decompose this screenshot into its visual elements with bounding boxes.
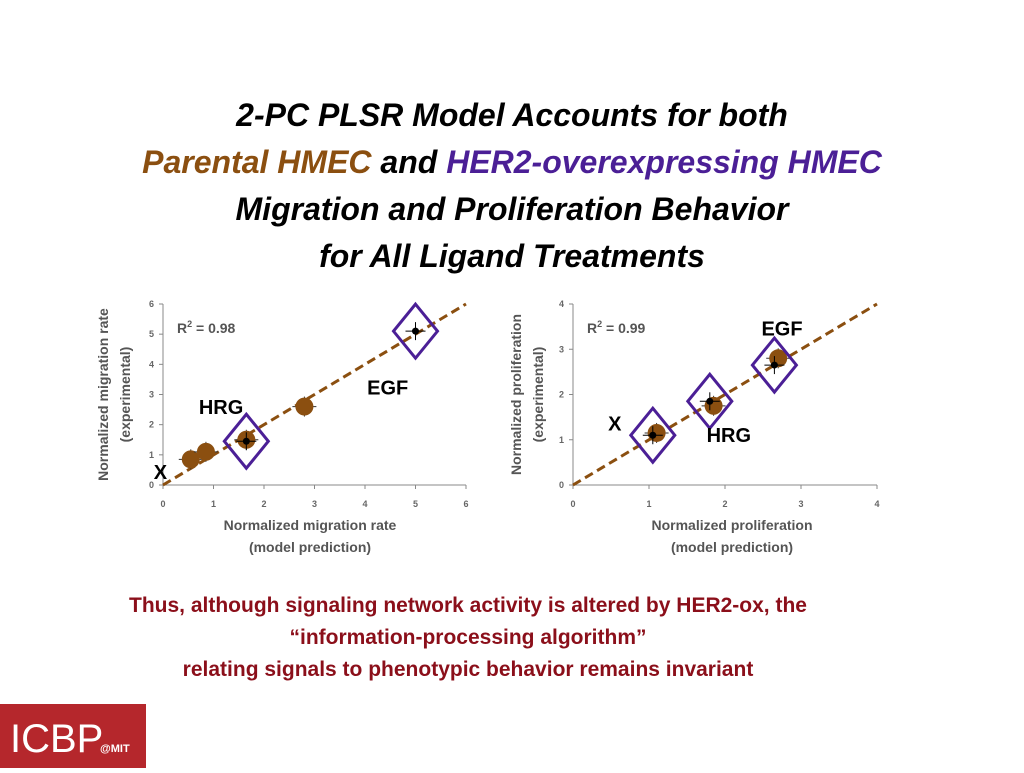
ligand-label: X xyxy=(608,414,622,436)
x-tick-label: 6 xyxy=(463,499,468,509)
logo-suffix-text: @MIT xyxy=(100,743,130,755)
conclusion-line-2: “information-processing algorithm” xyxy=(289,626,647,649)
y-tick-label: 4 xyxy=(149,359,154,369)
her2-data-point xyxy=(391,301,440,361)
her2-data-point xyxy=(750,335,799,395)
y-tick-label: 3 xyxy=(559,344,564,354)
her2-data-point xyxy=(628,405,677,465)
conclusion-line-1: Thus, although signaling network activit… xyxy=(129,594,807,617)
her2-data-point-dot xyxy=(412,327,419,335)
her2-data-point xyxy=(222,411,271,471)
r-squared-annotation: R2 = 0.98 xyxy=(177,319,236,336)
migration-chart: 0 1 2 3 4 5 6 0 1 2 3 4 5 6 Normalized migration rate (… xyxy=(95,299,469,555)
y-axis-title: Normalized migration rate xyxy=(95,308,111,481)
parental-data-point xyxy=(196,442,215,461)
x-tick-label: 3 xyxy=(312,499,317,509)
x-tick-label: 1 xyxy=(211,499,216,509)
y-tick-label: 1 xyxy=(559,435,564,445)
y-tick-label: 2 xyxy=(149,420,154,430)
title-parental-hmec: Parental HMEC xyxy=(142,144,372,180)
slide-title: 2-PC PLSR Model Accounts for both Parent… xyxy=(0,92,1024,280)
y-tick-label: 6 xyxy=(149,299,154,309)
ligand-label: X xyxy=(154,462,168,484)
y-tick-label: 3 xyxy=(149,390,154,400)
r-squared-annotation: R2 = 0.99 xyxy=(587,319,646,336)
title-her2-hmec: HER2-overexpressing HMEC xyxy=(446,144,882,180)
logo-main-text: ICBP xyxy=(10,717,103,761)
x-tick-label: 2 xyxy=(261,499,266,509)
x-tick-label: 4 xyxy=(874,499,879,509)
parental-data-point xyxy=(181,450,200,469)
ligand-label: HRG xyxy=(707,425,751,447)
her2-data-point-dot xyxy=(242,437,250,445)
title-line-4: for All Ligand Treatments xyxy=(319,238,705,274)
x-tick-label: 0 xyxy=(570,499,575,509)
x-axis-subtitle: (model prediction) xyxy=(249,539,371,555)
x-tick-label: 2 xyxy=(722,499,727,509)
x-axis-title: Normalized proliferation xyxy=(651,517,812,533)
title-line-2: Parental HMEC and HER2-overexpressing HM… xyxy=(0,139,1024,186)
y-tick-label: 0 xyxy=(149,480,154,490)
proliferation-chart: 0 1 2 3 4 0 1 2 3 4 Normalized proliferation (model… xyxy=(508,299,880,555)
y-axis-subtitle: (experimental) xyxy=(530,347,546,443)
x-tick-label: 0 xyxy=(160,499,165,509)
y-tick-label: 2 xyxy=(559,390,564,400)
title-line-3: Migration and Proliferation Behavior xyxy=(235,191,789,227)
x-tick-label: 4 xyxy=(362,499,367,509)
parental-data-point xyxy=(295,397,314,416)
her2-data-point xyxy=(685,371,734,431)
title-line-1: 2-PC PLSR Model Accounts for both xyxy=(236,97,788,133)
icbp-logo: ICBP @MIT xyxy=(0,704,146,768)
her2-data-point-dot xyxy=(649,431,657,439)
ligand-label: HRG xyxy=(199,397,243,419)
her2-data-point-dot xyxy=(770,361,778,369)
y-axis-subtitle: (experimental) xyxy=(117,347,133,443)
x-tick-label: 1 xyxy=(646,499,651,509)
x-tick-label: 3 xyxy=(798,499,803,509)
conclusion-text: Thus, although signaling network activit… xyxy=(0,590,936,686)
ligand-label: EGF xyxy=(761,319,802,341)
x-axis-title: Normalized migration rate xyxy=(224,517,397,533)
y-axis-title: Normalized proliferation xyxy=(508,314,524,475)
her2-data-point-dot xyxy=(706,397,714,405)
conclusion-line-3: relating signals to phenotypic behavior … xyxy=(182,658,754,681)
x-axis-subtitle: (model prediction) xyxy=(671,539,793,555)
y-tick-label: 0 xyxy=(559,480,564,490)
title-and: and xyxy=(371,144,447,180)
y-tick-label: 4 xyxy=(559,299,564,309)
ligand-label: EGF xyxy=(367,378,408,400)
icbp-logo-mark: ICBP @MIT xyxy=(10,717,130,761)
y-tick-label: 5 xyxy=(149,329,154,339)
x-tick-label: 5 xyxy=(413,499,418,509)
y-tick-label: 1 xyxy=(149,450,154,460)
